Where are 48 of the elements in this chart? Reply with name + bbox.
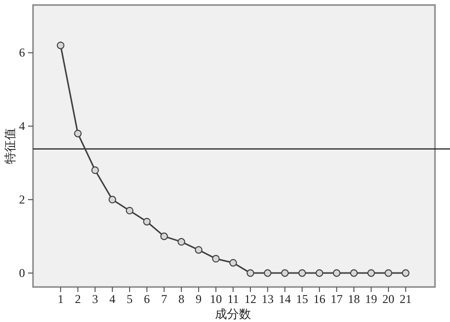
point bbox=[194, 246, 202, 254]
x-tick-label: 19 bbox=[365, 292, 378, 306]
x-tick-label: 14 bbox=[278, 292, 291, 306]
x-axis-title: 成分数 bbox=[215, 307, 252, 321]
x-tick-label: 11 bbox=[227, 292, 239, 306]
x-tick-label: 7 bbox=[161, 292, 168, 306]
point bbox=[246, 269, 254, 277]
y-tick-label: 6 bbox=[19, 46, 25, 60]
point bbox=[298, 269, 306, 277]
point bbox=[316, 269, 324, 277]
x-tick-label: 9 bbox=[196, 292, 202, 306]
point bbox=[108, 196, 116, 204]
x-tick-label: 12 bbox=[244, 292, 256, 306]
point bbox=[74, 130, 82, 138]
point bbox=[384, 269, 392, 277]
x-tick-label: 6 bbox=[144, 292, 150, 306]
point bbox=[143, 218, 151, 226]
x-tick-label: 1 bbox=[58, 292, 64, 306]
y-axis-title: 特征值 bbox=[3, 128, 17, 164]
point bbox=[350, 269, 358, 277]
point bbox=[367, 269, 375, 277]
point bbox=[264, 269, 272, 277]
point bbox=[126, 206, 134, 214]
y-tick-label: 4 bbox=[19, 119, 25, 134]
point bbox=[56, 42, 64, 50]
point bbox=[229, 258, 237, 267]
x-tick-label: 16 bbox=[313, 292, 326, 306]
y-tick-label: 0 bbox=[19, 266, 25, 280]
point bbox=[212, 254, 220, 263]
x-tick-label: 13 bbox=[262, 292, 274, 306]
x-tick-label: 4 bbox=[109, 292, 116, 306]
point bbox=[332, 269, 340, 277]
x-tick-label: 18 bbox=[348, 292, 360, 306]
point bbox=[178, 238, 186, 246]
x-tick-label: 20 bbox=[382, 292, 394, 306]
point bbox=[160, 232, 168, 240]
x-tick-label: 3 bbox=[92, 292, 98, 306]
x-tick-label: 8 bbox=[178, 292, 184, 306]
x-tick-label: 10 bbox=[210, 292, 222, 306]
x-tick-label: 5 bbox=[126, 292, 133, 306]
y-tick-label: 2 bbox=[19, 192, 25, 207]
x-tick-label: 2 bbox=[74, 292, 81, 306]
point bbox=[281, 269, 289, 277]
x-tick-label: 15 bbox=[296, 292, 308, 306]
x-tick-label: 21 bbox=[400, 292, 412, 306]
point bbox=[402, 269, 410, 277]
point bbox=[91, 166, 99, 174]
x-tick-label: 17 bbox=[330, 292, 343, 306]
